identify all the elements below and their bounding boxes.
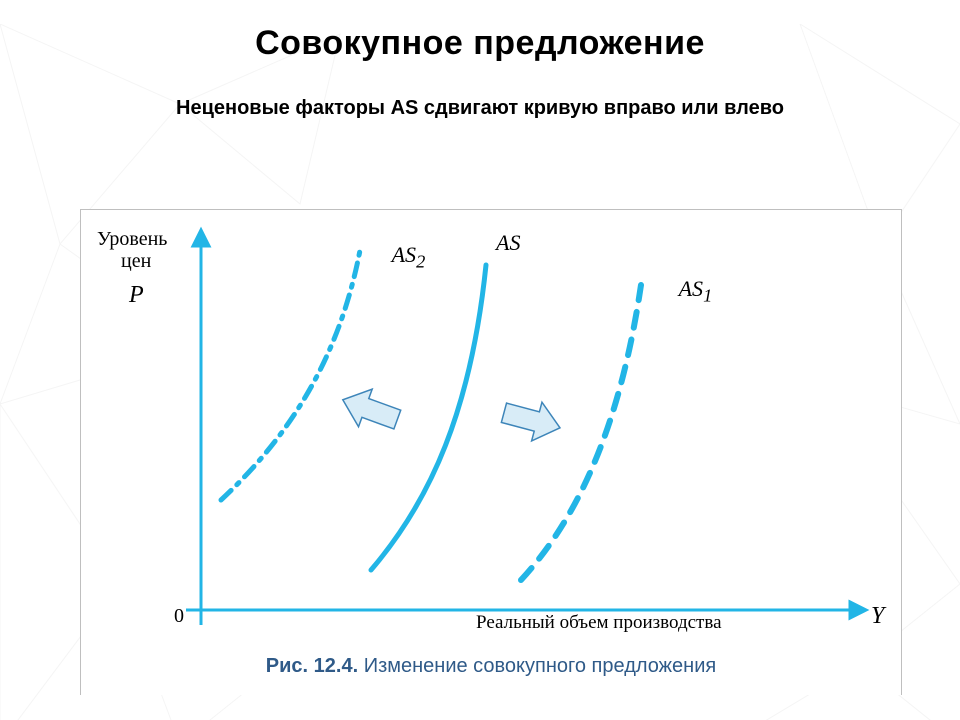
curve-label-as2: AS2 [359, 216, 425, 298]
shift-arrow-left-icon [336, 381, 404, 438]
chart-container: Уровень цен P 0 Реальный объем производс… [80, 209, 902, 695]
curve-label-as1: AS1 [646, 250, 712, 332]
curve-as2 [221, 245, 361, 500]
page-title: Совокупное предложение [0, 24, 960, 63]
origin-label: 0 [174, 605, 184, 628]
as2-sub: 2 [416, 251, 425, 271]
y-axis-label-line2: цен [121, 250, 151, 273]
page-subtitle: Неценовые факторы AS сдвигают кривую впр… [0, 97, 960, 120]
curve-label-as: AS [496, 230, 520, 256]
caption-lead: Рис. 12.4. [266, 655, 358, 677]
as1-text: AS [679, 276, 703, 301]
caption-rest: Изменение совокупного предложения [358, 655, 716, 677]
figure-caption: Рис. 12.4. Изменение совокупного предлож… [81, 655, 901, 678]
shift-arrow-right-icon [499, 393, 565, 447]
x-axis-label: Реальный объем производства [476, 612, 722, 634]
y-axis-label-line1: Уровень [97, 228, 167, 251]
as1-sub: 1 [703, 285, 712, 305]
as2-text: AS [392, 242, 416, 267]
x-axis-symbol: Y [871, 603, 884, 630]
y-axis-symbol: P [129, 282, 144, 309]
